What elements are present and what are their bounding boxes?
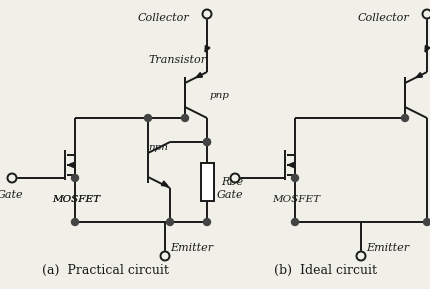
- Text: Emitter: Emitter: [366, 243, 409, 253]
- Bar: [200, 163, 214, 201]
- Text: npn: npn: [148, 144, 168, 153]
- Text: Gate: Gate: [0, 190, 23, 200]
- Polygon shape: [416, 73, 423, 77]
- Circle shape: [203, 218, 211, 225]
- Circle shape: [424, 218, 430, 225]
- Polygon shape: [196, 73, 203, 77]
- Text: Emitter: Emitter: [170, 243, 213, 253]
- Text: pnp: pnp: [210, 90, 230, 99]
- Text: Transistor: Transistor: [148, 55, 206, 65]
- Text: (a)  Practical circuit: (a) Practical circuit: [42, 264, 169, 277]
- Text: (b)  Ideal circuit: (b) Ideal circuit: [273, 264, 377, 277]
- Circle shape: [166, 218, 173, 225]
- Circle shape: [356, 251, 366, 260]
- Text: Gate: Gate: [217, 190, 243, 200]
- Text: MOSFET: MOSFET: [52, 195, 100, 204]
- Polygon shape: [425, 45, 430, 52]
- Polygon shape: [68, 162, 74, 168]
- Circle shape: [71, 218, 79, 225]
- Circle shape: [423, 10, 430, 18]
- Circle shape: [230, 173, 240, 182]
- Circle shape: [203, 138, 211, 145]
- Text: MOSFET: MOSFET: [52, 195, 100, 204]
- Polygon shape: [288, 162, 294, 168]
- Text: Collector: Collector: [357, 13, 409, 23]
- Text: Collector: Collector: [137, 13, 189, 23]
- Circle shape: [292, 175, 298, 181]
- Text: MOSFET: MOSFET: [272, 195, 320, 204]
- Circle shape: [292, 218, 298, 225]
- Circle shape: [402, 114, 408, 121]
- Circle shape: [181, 114, 188, 121]
- Text: Rbe: Rbe: [221, 177, 243, 187]
- Circle shape: [160, 251, 169, 260]
- Circle shape: [7, 173, 16, 182]
- Circle shape: [203, 138, 211, 145]
- Circle shape: [71, 175, 79, 181]
- Circle shape: [144, 114, 151, 121]
- Circle shape: [203, 10, 212, 18]
- Polygon shape: [162, 181, 168, 186]
- Polygon shape: [205, 45, 210, 52]
